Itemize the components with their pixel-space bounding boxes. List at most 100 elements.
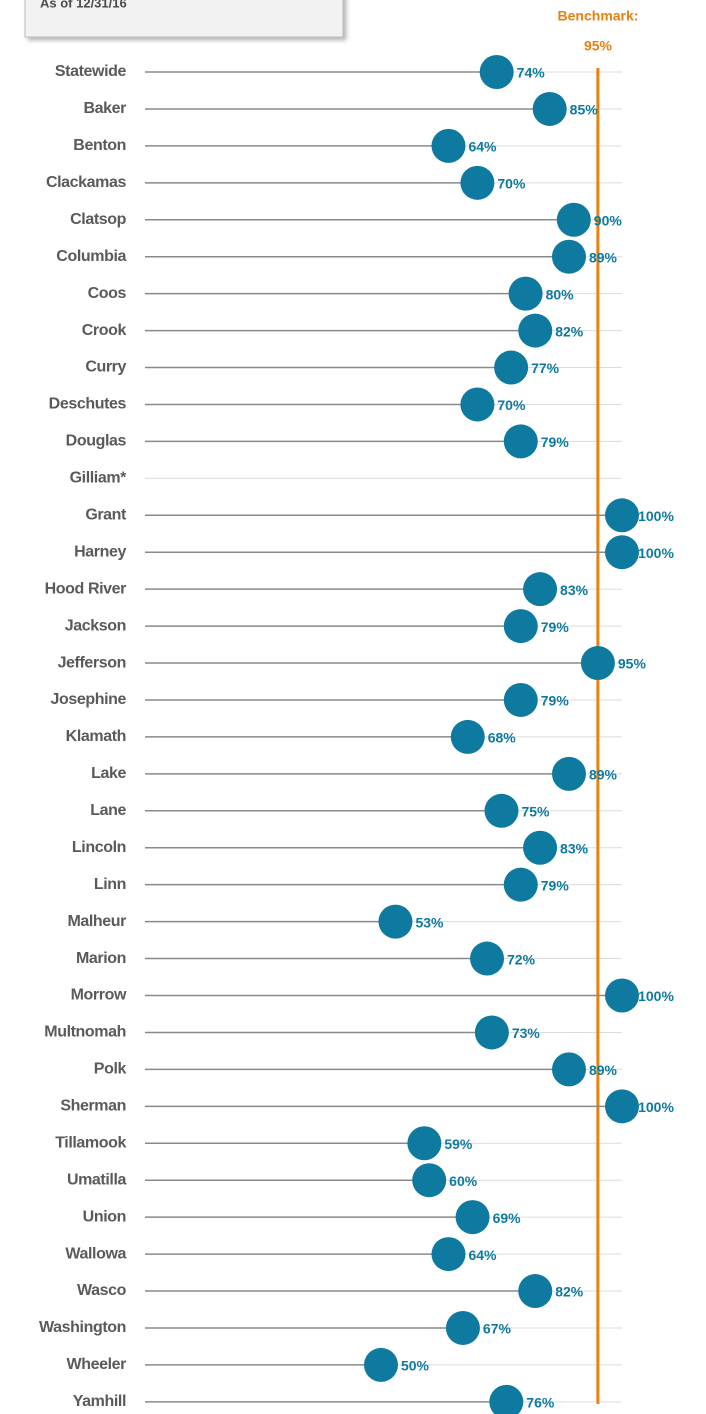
category-label: Marion: [76, 950, 126, 967]
dot: [494, 350, 529, 385]
dot: [508, 276, 543, 311]
dot: [378, 904, 413, 939]
value-label: 83%: [560, 840, 589, 856]
category-label: Josephine: [50, 691, 126, 708]
dot: [605, 1089, 639, 1124]
category-label: Polk: [94, 1061, 127, 1078]
value-label: 79%: [541, 693, 570, 709]
dot: [605, 535, 639, 570]
value-label: 53%: [415, 914, 444, 930]
category-label: Harney: [74, 543, 126, 560]
category-label: Wallowa: [65, 1245, 126, 1262]
dot: [605, 498, 639, 533]
value-label: 89%: [589, 1062, 618, 1078]
category-label: Baker: [84, 100, 127, 117]
category-label: Deschutes: [49, 396, 127, 413]
category-label: Wasco: [77, 1282, 127, 1299]
value-label: 74%: [517, 65, 546, 81]
benchmark-value-label: 95%: [584, 38, 613, 54]
dot: [556, 202, 591, 237]
benchmark-label: Benchmark:: [558, 8, 639, 24]
value-label: 90%: [594, 212, 623, 228]
dot: [470, 941, 505, 976]
category-label: Douglas: [66, 433, 127, 450]
dot: [503, 682, 538, 717]
value-label: 64%: [468, 1247, 497, 1263]
category-label: Linn: [94, 876, 126, 893]
dot: [551, 1052, 586, 1087]
category-label: Umatilla: [67, 1171, 127, 1188]
value-label: 75%: [521, 804, 550, 820]
category-label: Curry: [85, 359, 126, 376]
dot: [450, 719, 485, 754]
dot: [503, 867, 538, 902]
dot: [551, 239, 586, 274]
value-label: 70%: [497, 397, 526, 413]
dot: [532, 91, 567, 126]
category-label: Hood River: [45, 580, 127, 597]
value-label: 100%: [638, 1099, 674, 1115]
value-label: 79%: [541, 619, 570, 635]
dot: [489, 1384, 524, 1414]
dot: [460, 387, 495, 422]
category-label: Tillamook: [55, 1134, 126, 1151]
value-label: 82%: [555, 1284, 584, 1300]
value-label: 100%: [638, 508, 674, 524]
dot: [518, 1274, 553, 1309]
dot: [551, 756, 586, 791]
value-label: 80%: [546, 286, 575, 302]
dot: [503, 609, 538, 644]
category-label: Crook: [82, 322, 127, 339]
category-label: Yamhill: [73, 1393, 126, 1410]
category-label: Lane: [90, 802, 126, 819]
value-label: 100%: [638, 545, 674, 561]
dot: [580, 646, 615, 681]
value-label: 100%: [638, 988, 674, 1004]
category-label: Clatsop: [70, 211, 126, 228]
dot: [518, 313, 553, 348]
value-label: 72%: [507, 951, 536, 967]
dot: [431, 128, 466, 163]
category-label: Jefferson: [58, 654, 126, 671]
category-label: Coos: [88, 285, 127, 302]
category-label: Morrow: [71, 987, 127, 1004]
dot: [431, 1237, 466, 1272]
dot: [479, 55, 514, 89]
dot: [364, 1347, 398, 1382]
value-label: 60%: [449, 1173, 478, 1189]
category-label: Gilliam*: [70, 470, 128, 487]
category-label: Statewide: [55, 63, 127, 80]
value-label: 50%: [401, 1358, 430, 1374]
value-label: 85%: [570, 102, 599, 118]
value-label: 89%: [589, 249, 618, 265]
value-label: 79%: [541, 877, 570, 893]
value-label: 70%: [497, 176, 526, 192]
dot: [407, 1126, 442, 1161]
dot: [605, 978, 639, 1013]
value-label: 89%: [589, 767, 618, 783]
dot: [460, 165, 495, 200]
dot: [523, 830, 558, 865]
category-label: Malheur: [67, 913, 126, 930]
value-label: 77%: [531, 360, 560, 376]
category-label: Washington: [39, 1319, 126, 1336]
dot: [523, 572, 558, 607]
category-label: Multnomah: [44, 1024, 126, 1041]
dot: [484, 793, 519, 828]
category-label: Wheeler: [67, 1356, 127, 1373]
category-label: Grant: [85, 506, 127, 523]
category-label: Lincoln: [72, 839, 126, 856]
dot: [474, 1015, 509, 1050]
value-label: 64%: [468, 139, 497, 155]
category-label: Sherman: [60, 1098, 126, 1115]
value-label: 95%: [618, 656, 647, 672]
value-label: 79%: [541, 434, 570, 450]
subtitle: As of 12/31/16: [40, 0, 127, 10]
dot: [503, 424, 538, 459]
category-label: Columbia: [56, 248, 126, 265]
value-label: 76%: [526, 1395, 555, 1411]
category-label: Clackamas: [46, 174, 127, 191]
value-label: 83%: [560, 582, 589, 598]
category-label: Union: [83, 1208, 126, 1225]
